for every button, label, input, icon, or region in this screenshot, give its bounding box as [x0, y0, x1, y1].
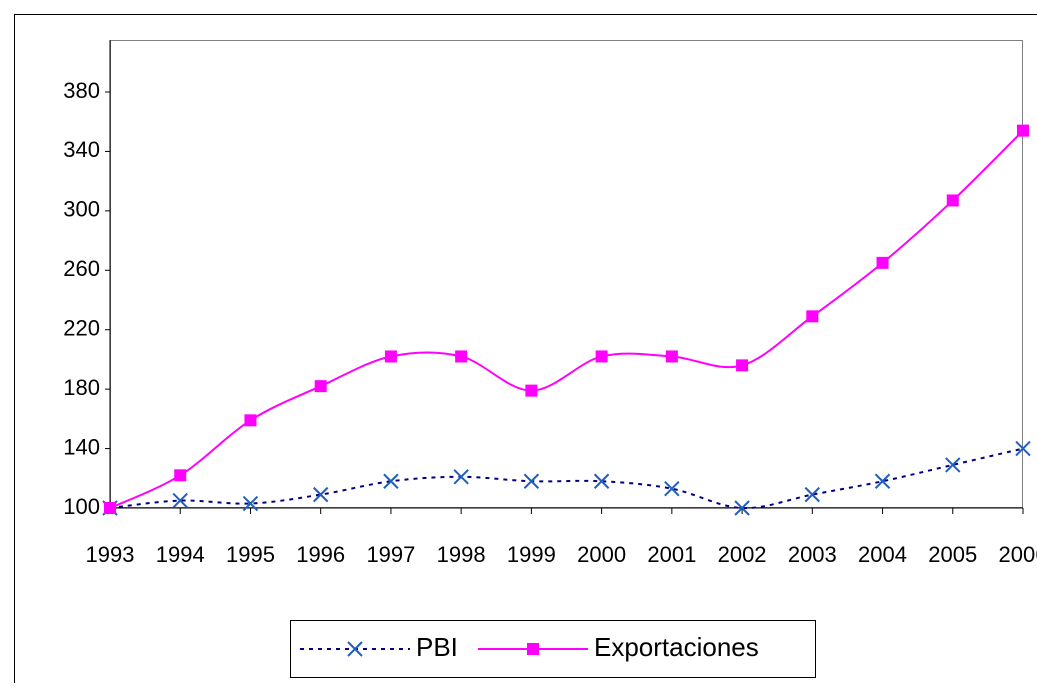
data-point: [666, 350, 678, 362]
legend-marker: [527, 643, 539, 655]
x-tick-label: 1998: [437, 542, 486, 567]
y-tick-label: 340: [63, 137, 100, 162]
y-tick-label: 380: [63, 78, 100, 103]
x-tick-label: 2000: [577, 542, 626, 567]
x-tick-label: 2001: [647, 542, 696, 567]
data-point: [315, 380, 327, 392]
x-tick-label: 1995: [226, 542, 275, 567]
data-point: [806, 310, 818, 322]
x-tick-label: 1993: [86, 542, 135, 567]
x-tick-label: 1997: [366, 542, 415, 567]
x-tick-label: 2003: [788, 542, 837, 567]
y-tick-label: 220: [63, 316, 100, 341]
y-tick-label: 140: [63, 434, 100, 459]
y-tick-label: 260: [63, 256, 100, 281]
data-point: [736, 359, 748, 371]
data-point: [1017, 125, 1029, 137]
x-tick-label: 1996: [296, 542, 345, 567]
x-tick-label: 2004: [858, 542, 907, 567]
y-tick-label: 100: [63, 494, 100, 519]
data-point: [596, 350, 608, 362]
plot-area: [111, 41, 1023, 508]
x-tick-label: 1994: [156, 542, 205, 567]
data-point: [174, 469, 186, 481]
y-tick-label: 300: [63, 197, 100, 222]
data-point: [244, 414, 256, 426]
data-point: [104, 502, 116, 514]
data-point: [455, 350, 467, 362]
x-tick-label: 2006: [999, 542, 1037, 567]
x-tick-label: 2005: [928, 542, 977, 567]
data-point: [877, 257, 889, 269]
data-point: [385, 350, 397, 362]
legend-label: PBI: [416, 632, 458, 662]
data-point: [525, 385, 537, 397]
x-tick-label: 2002: [718, 542, 767, 567]
x-tick-label: 1999: [507, 542, 556, 567]
y-tick-label: 180: [63, 375, 100, 400]
data-point: [947, 194, 959, 206]
legend-label: Exportaciones: [594, 632, 759, 662]
